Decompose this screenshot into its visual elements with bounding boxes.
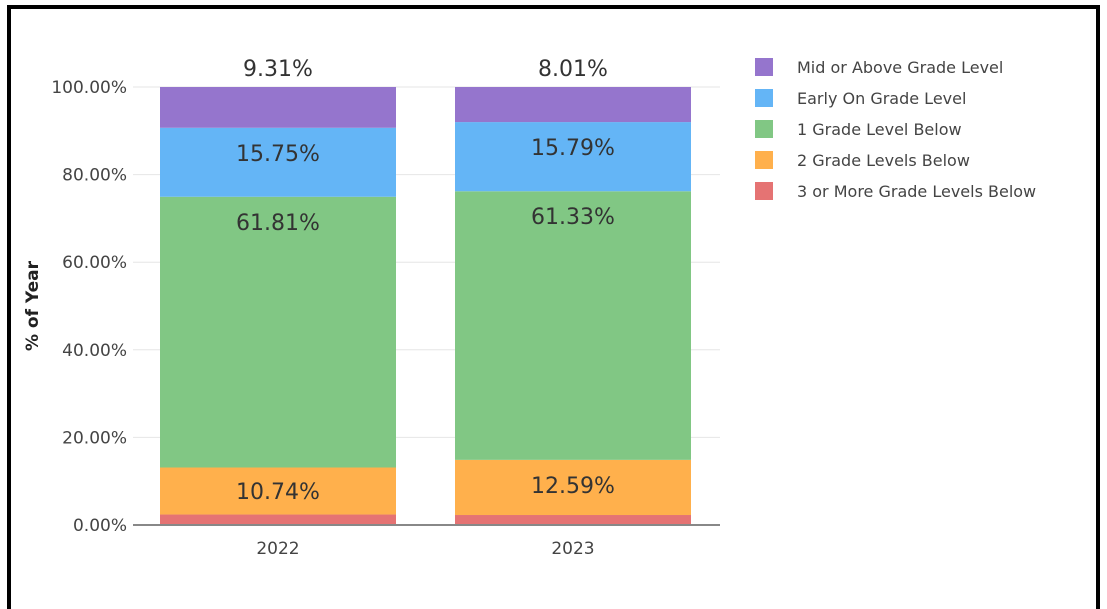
bar-segment	[455, 515, 691, 525]
legend-swatch	[755, 182, 773, 200]
bar-segment	[455, 191, 691, 460]
y-tick-label: 60.00%	[62, 253, 127, 273]
x-tick-label: 2023	[551, 539, 594, 559]
bar-segment	[160, 514, 396, 525]
x-tick-label: 2022	[256, 539, 299, 559]
y-tick-label: 80.00%	[62, 166, 127, 186]
legend-swatch	[755, 58, 773, 76]
legend-label: 1 Grade Level Below	[797, 120, 962, 139]
y-tick-label: 20.00%	[62, 428, 127, 448]
legend: Mid or Above Grade Level Early On Grade L…	[755, 58, 1036, 201]
x-axis-labels: 2022 2023	[256, 539, 594, 559]
legend-label: Early On Grade Level	[797, 89, 966, 108]
bar-segment	[160, 127, 396, 197]
legend-swatch	[755, 120, 773, 138]
data-label: 61.33%	[531, 205, 615, 230]
bars	[160, 87, 691, 525]
bar-segment	[160, 467, 396, 515]
data-label: 8.01%	[538, 57, 608, 82]
legend-swatch	[755, 89, 773, 107]
bar-segment	[455, 87, 691, 123]
bar-segment	[160, 196, 396, 468]
y-axis-title: % of Year	[23, 260, 43, 351]
data-label: 61.81%	[236, 211, 320, 236]
data-label: 9.31%	[243, 57, 313, 82]
bar-segment	[160, 87, 396, 128]
legend-label: Mid or Above Grade Level	[797, 58, 1003, 77]
y-tick-label: 100.00%	[51, 78, 127, 98]
data-label: 12.59%	[531, 474, 615, 499]
data-label: 10.74%	[236, 480, 320, 505]
legend-label: 2 Grade Levels Below	[797, 151, 970, 170]
y-tick-label: 40.00%	[62, 341, 127, 361]
data-label: 15.75%	[236, 142, 320, 167]
y-axis-ticks: 0.00% 20.00% 40.00% 60.00% 80.00% 100.00%	[51, 78, 127, 536]
data-labels: 10.74% 61.81% 15.75% 9.31% 12.59% 61.33% 15.79…	[236, 57, 615, 505]
legend-label: 3 or More Grade Levels Below	[797, 182, 1036, 201]
data-label: 15.79%	[531, 136, 615, 161]
y-tick-label: 0.00%	[73, 516, 127, 536]
legend-swatch	[755, 151, 773, 169]
bar-segment	[455, 122, 691, 192]
bar-segment	[455, 459, 691, 516]
